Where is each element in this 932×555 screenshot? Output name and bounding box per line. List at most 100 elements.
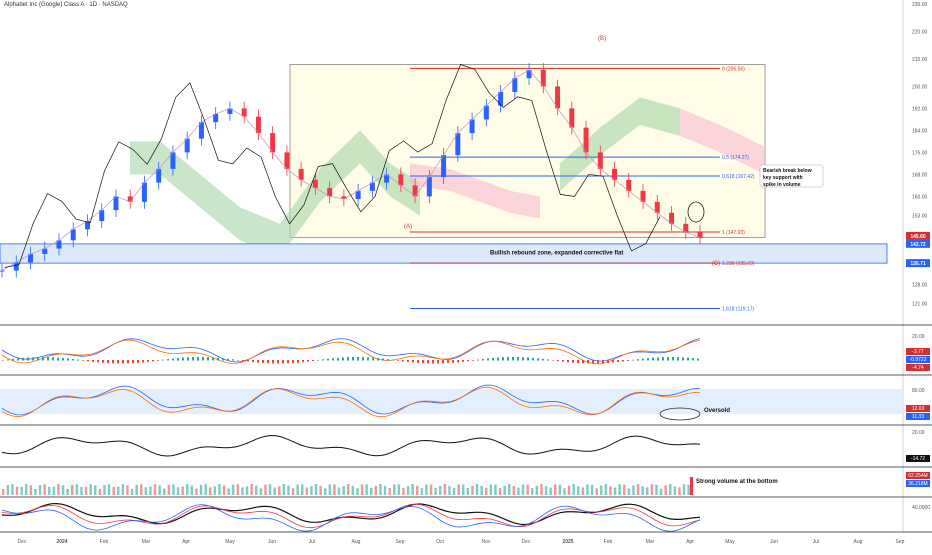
y-tick-label: 160.00 bbox=[912, 194, 928, 200]
candle-body bbox=[241, 108, 247, 117]
macd-histogram-bar bbox=[122, 360, 124, 364]
volume-bar bbox=[11, 484, 14, 495]
candle-body bbox=[626, 179, 632, 191]
volume-bar bbox=[324, 488, 327, 495]
macd-histogram-bar bbox=[562, 360, 564, 362]
macd-histogram-bar bbox=[272, 360, 274, 364]
volume-bar bbox=[448, 485, 451, 495]
macd-histogram-bar bbox=[282, 360, 284, 364]
macd-histogram-bar bbox=[427, 360, 429, 364]
macd-histogram-bar bbox=[102, 360, 104, 363]
macd-histogram-bar bbox=[347, 357, 349, 361]
bottom-tick: 40.0000 bbox=[912, 505, 930, 511]
macd-histogram-bar bbox=[312, 360, 314, 361]
macd-histogram-bar bbox=[597, 360, 599, 364]
macd-histogram-bar bbox=[177, 358, 179, 361]
volume-bar bbox=[310, 486, 313, 495]
macd-histogram-bar bbox=[447, 360, 449, 364]
volume-bar bbox=[71, 484, 74, 495]
macd-histogram-bar bbox=[672, 357, 674, 361]
y-tick-label: 192.00 bbox=[912, 106, 928, 112]
macd-histogram-bar bbox=[342, 357, 344, 361]
candle-body bbox=[512, 78, 518, 92]
volume-bar bbox=[20, 486, 23, 495]
candle-body bbox=[327, 188, 333, 197]
macd-histogram-bar bbox=[262, 360, 264, 363]
volume-bar bbox=[80, 487, 83, 495]
volume-bar bbox=[613, 487, 617, 495]
macd-histogram-bar bbox=[507, 357, 509, 361]
volume-bar bbox=[264, 484, 267, 495]
volume-bar bbox=[623, 484, 626, 495]
stoch-k-line bbox=[1, 384, 701, 416]
volume-bar bbox=[199, 484, 203, 495]
macd-histogram-bar bbox=[297, 360, 299, 363]
break-circle bbox=[687, 201, 705, 223]
candle-body bbox=[341, 196, 347, 200]
macd-histogram-bar bbox=[497, 357, 499, 361]
x-tick-label: Dec bbox=[522, 539, 531, 545]
candle-body bbox=[469, 119, 475, 134]
macd-histogram-bar bbox=[382, 358, 384, 361]
volume-bar bbox=[66, 488, 69, 495]
candle-body bbox=[697, 232, 703, 238]
macd-histogram-bar bbox=[327, 358, 329, 361]
macd-histogram-bar bbox=[582, 360, 584, 364]
bottom-blue-line bbox=[1, 504, 701, 532]
candle-body bbox=[398, 174, 404, 186]
volume-bar bbox=[167, 484, 171, 495]
macd-histogram-bar bbox=[422, 360, 424, 364]
volume-bar bbox=[687, 484, 690, 495]
candle-body bbox=[312, 179, 318, 189]
x-tick-label: Oct bbox=[436, 539, 444, 545]
wave-label-b: (B) bbox=[598, 36, 606, 42]
candle-body bbox=[27, 254, 33, 263]
volume-bar bbox=[360, 484, 364, 495]
volume-bar bbox=[641, 486, 644, 495]
x-tick-label: Apr bbox=[182, 539, 190, 545]
macd-histogram-bar bbox=[512, 357, 514, 361]
volume-bar bbox=[29, 485, 33, 495]
macd-histogram-bar bbox=[12, 358, 14, 361]
macd-histogram-bar bbox=[612, 360, 614, 363]
macd-histogram-bar bbox=[647, 358, 649, 361]
volume-bar bbox=[34, 488, 37, 495]
candle-body bbox=[683, 223, 689, 233]
volume-bar bbox=[618, 484, 621, 495]
volume-bar bbox=[121, 484, 125, 495]
candle-body bbox=[156, 168, 162, 183]
macd-histogram-bar bbox=[377, 358, 379, 361]
macd-histogram-bar bbox=[242, 360, 244, 362]
macd-histogram-bar bbox=[2, 360, 4, 361]
volume-bar bbox=[650, 484, 654, 495]
y-tick-label: 168.00 bbox=[912, 172, 928, 178]
macd-histogram-bar bbox=[412, 360, 414, 363]
volume-bar bbox=[2, 489, 5, 495]
wave-label-a: (A) bbox=[404, 224, 412, 230]
oscillator-line bbox=[1, 434, 701, 457]
volume-bar bbox=[222, 485, 226, 495]
volume-bar bbox=[273, 487, 276, 495]
fib-label: 0 (206.56) bbox=[722, 66, 745, 72]
stoch-badge bbox=[906, 405, 930, 412]
fib-label: 0.5 (174.27) bbox=[722, 155, 749, 161]
y-tick-label: 230.00 bbox=[912, 2, 928, 8]
volume-bar bbox=[429, 484, 433, 495]
volume-bar bbox=[370, 487, 373, 495]
break-callout-text: key support with bbox=[763, 175, 803, 181]
volume-bar bbox=[554, 484, 557, 495]
break-callout-box bbox=[759, 164, 824, 188]
volume-bar bbox=[84, 486, 88, 495]
volume-bar bbox=[673, 486, 677, 495]
ichimoku-cloud-bearish bbox=[680, 108, 765, 175]
macd-histogram-bar bbox=[697, 358, 699, 361]
macd-histogram-bar bbox=[87, 360, 89, 362]
stoch-badge-text: 12.03 bbox=[912, 406, 925, 412]
volume-bar bbox=[485, 487, 488, 495]
macd-histogram-bar bbox=[207, 357, 209, 361]
macd-badge bbox=[906, 364, 930, 371]
macd-histogram-bar bbox=[452, 360, 454, 363]
candle-body bbox=[13, 262, 19, 271]
macd-histogram-bar bbox=[682, 357, 684, 361]
